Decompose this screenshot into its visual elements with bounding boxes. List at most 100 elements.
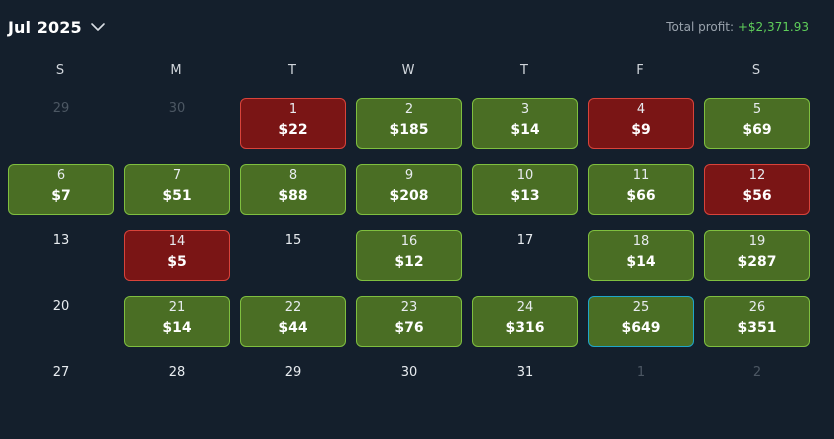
day-cell[interactable]: 4 $9 bbox=[588, 98, 694, 149]
month-title: Jul 2025 bbox=[8, 17, 82, 37]
day-profit-amount: $12 bbox=[394, 254, 424, 270]
day-profit-amount: $66 bbox=[626, 188, 656, 204]
day-cell: 29 bbox=[8, 98, 114, 149]
day-number: 2 bbox=[752, 365, 762, 380]
weekday-label: S bbox=[55, 63, 65, 78]
day-number: 12 bbox=[748, 168, 766, 183]
day-cell-today[interactable]: 25 $649 bbox=[588, 296, 694, 347]
day-profit-amount: $44 bbox=[278, 320, 308, 336]
day-cell[interactable]: 14 $5 bbox=[124, 230, 230, 281]
day-profit-amount: $69 bbox=[742, 122, 772, 138]
day-cell[interactable]: 31 bbox=[472, 362, 578, 413]
day-number: 16 bbox=[400, 234, 418, 249]
day-profit-amount: $316 bbox=[505, 320, 545, 336]
day-number: 14 bbox=[168, 234, 186, 249]
day-profit-amount: $287 bbox=[737, 254, 777, 270]
day-number: 15 bbox=[284, 233, 302, 248]
day-cell[interactable]: 23 $76 bbox=[356, 296, 462, 347]
day-number: 1 bbox=[288, 102, 298, 117]
day-cell[interactable]: 9 $208 bbox=[356, 164, 462, 215]
weekday-label: S bbox=[751, 63, 761, 78]
calendar-grid: 29 30 1 $22 2 $185 3 $14 4 $9 5 $69 6 $7 7 $51 8 $88 9 $208… bbox=[8, 98, 810, 413]
day-cell[interactable]: 3 $14 bbox=[472, 98, 578, 149]
day-cell[interactable]: 16 $12 bbox=[356, 230, 462, 281]
day-number: 23 bbox=[400, 300, 418, 315]
day-number: 30 bbox=[400, 365, 418, 380]
day-number: 20 bbox=[52, 299, 70, 314]
day-profit-amount: $22 bbox=[278, 122, 308, 138]
day-cell[interactable]: 10 $13 bbox=[472, 164, 578, 215]
day-number: 4 bbox=[636, 102, 646, 117]
weekday-label: W bbox=[401, 63, 415, 78]
day-cell[interactable]: 1 $22 bbox=[240, 98, 346, 149]
weekday-label: T bbox=[288, 63, 296, 78]
day-cell[interactable]: 7 $51 bbox=[124, 164, 230, 215]
day-number: 3 bbox=[520, 102, 530, 117]
day-number: 11 bbox=[632, 168, 650, 183]
day-cell[interactable]: 26 $351 bbox=[704, 296, 810, 347]
day-cell[interactable]: 21 $14 bbox=[124, 296, 230, 347]
day-number: 8 bbox=[288, 168, 298, 183]
day-cell[interactable]: 30 bbox=[356, 362, 462, 413]
day-cell[interactable]: 18 $14 bbox=[588, 230, 694, 281]
day-number: 13 bbox=[52, 233, 70, 248]
day-cell[interactable]: 20 bbox=[8, 296, 114, 347]
day-number: 29 bbox=[52, 101, 70, 116]
day-cell[interactable]: 13 bbox=[8, 230, 114, 281]
day-cell[interactable]: 28 bbox=[124, 362, 230, 413]
day-number: 27 bbox=[52, 365, 70, 380]
day-number: 29 bbox=[284, 365, 302, 380]
day-profit-amount: $88 bbox=[278, 188, 308, 204]
day-cell: 1 bbox=[588, 362, 694, 413]
day-cell[interactable]: 12 $56 bbox=[704, 164, 810, 215]
day-cell: 30 bbox=[124, 98, 230, 149]
day-cell[interactable]: 15 bbox=[240, 230, 346, 281]
total-profit: Total profit: +$2,371.93 bbox=[666, 20, 809, 34]
day-profit-amount: $351 bbox=[737, 320, 777, 336]
day-cell[interactable]: 17 bbox=[472, 230, 578, 281]
day-number: 5 bbox=[752, 102, 762, 117]
day-number: 10 bbox=[516, 168, 534, 183]
day-cell[interactable]: 5 $69 bbox=[704, 98, 810, 149]
day-profit-amount: $649 bbox=[621, 320, 661, 336]
day-cell[interactable]: 11 $66 bbox=[588, 164, 694, 215]
day-cell: 2 bbox=[704, 362, 810, 413]
day-profit-amount: $56 bbox=[742, 188, 772, 204]
day-number: 19 bbox=[748, 234, 766, 249]
total-profit-value: +$2,371.93 bbox=[737, 20, 809, 34]
day-cell[interactable]: 27 bbox=[8, 362, 114, 413]
day-cell[interactable]: 8 $88 bbox=[240, 164, 346, 215]
day-cell[interactable]: 29 bbox=[240, 362, 346, 413]
day-profit-amount: $14 bbox=[510, 122, 540, 138]
day-cell[interactable]: 22 $44 bbox=[240, 296, 346, 347]
day-profit-amount: $7 bbox=[51, 188, 71, 204]
weekday-label: M bbox=[170, 63, 182, 78]
day-number: 9 bbox=[404, 168, 414, 183]
day-number: 1 bbox=[636, 365, 646, 380]
day-number: 17 bbox=[516, 233, 534, 248]
day-profit-amount: $5 bbox=[167, 254, 187, 270]
day-number: 25 bbox=[632, 300, 650, 315]
day-cell[interactable]: 19 $287 bbox=[704, 230, 810, 281]
day-number: 6 bbox=[56, 168, 66, 183]
day-profit-amount: $13 bbox=[510, 188, 540, 204]
day-profit-amount: $51 bbox=[162, 188, 192, 204]
day-number: 7 bbox=[172, 168, 182, 183]
total-profit-label: Total profit: bbox=[666, 20, 735, 34]
day-profit-amount: $76 bbox=[394, 320, 424, 336]
day-cell[interactable]: 24 $316 bbox=[472, 296, 578, 347]
day-profit-amount: $208 bbox=[389, 188, 429, 204]
weekday-label: F bbox=[636, 63, 644, 78]
day-profit-amount: $14 bbox=[162, 320, 192, 336]
day-profit-amount: $14 bbox=[626, 254, 656, 270]
day-number: 26 bbox=[748, 300, 766, 315]
day-number: 28 bbox=[168, 365, 186, 380]
month-selector[interactable]: Jul 2025 bbox=[8, 14, 107, 40]
day-number: 31 bbox=[516, 365, 534, 380]
day-number: 30 bbox=[168, 101, 186, 116]
day-cell[interactable]: 6 $7 bbox=[8, 164, 114, 215]
day-number: 22 bbox=[284, 300, 302, 315]
weekday-label: T bbox=[520, 63, 528, 78]
day-cell[interactable]: 2 $185 bbox=[356, 98, 462, 149]
